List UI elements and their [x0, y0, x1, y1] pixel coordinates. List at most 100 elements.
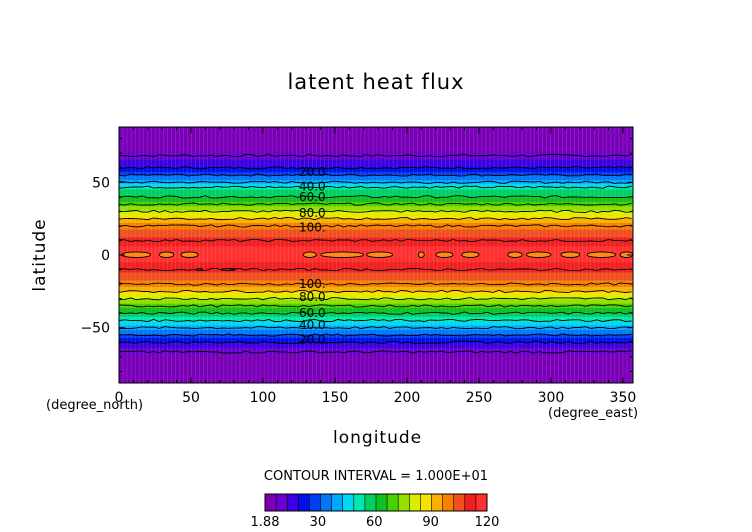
lat-band [119, 360, 633, 362]
lat-band [119, 377, 633, 380]
lat-band [119, 185, 633, 187]
lat-band [119, 362, 633, 364]
contour-interval-note: CONTOUR INTERVAL = 1.000E+01 [263, 469, 489, 484]
lat-band [119, 169, 633, 171]
lat-band [119, 272, 633, 274]
colorbar-swatch [475, 494, 488, 511]
lat-band [119, 263, 633, 266]
lat-band [119, 193, 633, 195]
lat-band [119, 305, 633, 308]
colorbar-swatch [353, 494, 366, 511]
lat-band [119, 336, 633, 338]
lat-band [119, 199, 633, 201]
lat-band [119, 340, 633, 343]
lat-band [119, 156, 633, 158]
lat-band [119, 143, 633, 145]
lat-band [119, 359, 633, 361]
lat-band [119, 353, 633, 356]
lat-band [119, 151, 633, 153]
lat-band [119, 249, 633, 251]
lat-band [119, 238, 633, 240]
lat-band [119, 284, 633, 286]
lat-band [119, 307, 633, 309]
contour-blob [526, 251, 552, 258]
lat-band [119, 217, 633, 220]
lat-band [119, 138, 633, 140]
contour-line [119, 311, 632, 315]
lat-band [119, 260, 633, 263]
lat-band [119, 127, 633, 129]
lat-band [119, 152, 633, 154]
lat-band [119, 171, 633, 173]
lat-band [119, 339, 633, 341]
lat-band [119, 262, 633, 264]
y-axis: −50 0 50 [80, 138, 633, 372]
lat-band [119, 330, 633, 332]
lat-band [119, 146, 633, 148]
lat-band [119, 259, 633, 261]
lat-band [119, 268, 633, 271]
lat-band [119, 214, 633, 216]
lat-band [119, 309, 633, 311]
contour-line [119, 340, 632, 344]
lat-band [119, 263, 633, 265]
lat-band [119, 250, 633, 252]
lat-band [119, 313, 633, 316]
lat-band [119, 228, 633, 230]
contour-line [119, 209, 632, 213]
lat-band [119, 325, 633, 327]
lat-band [119, 191, 633, 193]
contour-line [119, 238, 632, 243]
lat-band [119, 190, 633, 192]
lat-band [119, 361, 633, 364]
lat-band [119, 316, 633, 318]
lat-band [119, 358, 633, 360]
lat-band [119, 280, 633, 282]
lat-band [119, 295, 633, 298]
lat-band [119, 129, 633, 132]
lat-band [119, 295, 633, 297]
lat-band [119, 337, 633, 340]
contour-blob [560, 251, 581, 258]
lat-band [119, 293, 633, 295]
lat-band [119, 229, 633, 231]
x-axis-unit: (degree_east) [548, 406, 639, 421]
x-tick-label: 150 [322, 390, 349, 406]
x-tick-label: 250 [466, 390, 493, 406]
lat-band [119, 375, 633, 378]
lat-band [119, 211, 633, 213]
lat-band [119, 303, 633, 305]
lat-band [119, 353, 633, 355]
lat-band [119, 195, 633, 197]
lat-band [119, 164, 633, 166]
lat-band [119, 328, 633, 330]
contour-line [119, 350, 632, 354]
lat-band [119, 292, 633, 295]
lat-band [119, 304, 633, 306]
lat-band [119, 359, 633, 362]
lat-band [119, 217, 633, 219]
lat-band [119, 281, 633, 283]
y-axis-label: latitude [30, 218, 50, 292]
lat-band [119, 161, 633, 164]
contour-blob [220, 268, 236, 272]
contour-line [119, 166, 632, 170]
colorbar-swatch [276, 494, 288, 511]
lat-band [119, 191, 633, 194]
lat-band [119, 205, 633, 207]
y-tick-label: −50 [80, 321, 110, 337]
lat-band [119, 127, 633, 130]
lat-band [119, 201, 633, 203]
x-tick-label: 350 [610, 390, 637, 406]
lat-band [119, 367, 633, 370]
contour-blob [121, 251, 152, 258]
lat-band [119, 213, 633, 215]
lat-band [119, 364, 633, 366]
lat-band [119, 265, 633, 267]
lat-band [119, 220, 633, 223]
lat-band [119, 241, 633, 244]
lat-band [119, 157, 633, 159]
lat-band [119, 139, 633, 141]
lat-band [119, 132, 633, 135]
